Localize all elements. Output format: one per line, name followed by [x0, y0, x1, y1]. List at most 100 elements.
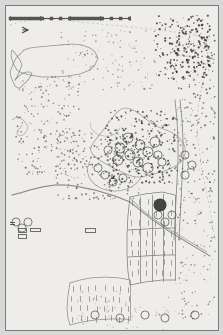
Point [187, 58, 191, 63]
Point [176, 53, 179, 58]
Point [19, 129, 23, 135]
Point [169, 50, 173, 55]
Point [62, 168, 65, 173]
Point [75, 316, 79, 321]
Point [124, 126, 127, 131]
Point [177, 52, 180, 58]
Point [181, 25, 184, 30]
Point [194, 113, 197, 119]
Point [190, 191, 194, 196]
Point [152, 152, 155, 158]
Point [72, 145, 76, 150]
Point [176, 23, 180, 29]
Point [33, 104, 37, 109]
Point [198, 62, 202, 68]
Point [178, 27, 181, 33]
Point [159, 142, 163, 148]
Point [127, 154, 130, 159]
Point [176, 51, 179, 56]
Point [134, 142, 138, 148]
Point [88, 197, 91, 202]
Point [110, 132, 114, 137]
Point [205, 146, 209, 151]
Point [195, 29, 199, 35]
Point [39, 80, 42, 86]
Point [46, 76, 49, 82]
Point [115, 152, 119, 157]
Point [66, 42, 70, 47]
Point [165, 308, 168, 313]
Point [74, 149, 78, 154]
Point [159, 133, 163, 138]
Point [163, 27, 167, 32]
Point [115, 127, 118, 133]
Point [193, 68, 196, 73]
Point [136, 171, 140, 176]
Point [22, 139, 25, 144]
Point [18, 152, 21, 157]
Point [143, 86, 147, 92]
Point [188, 34, 191, 39]
Point [136, 158, 140, 163]
Point [118, 182, 122, 187]
Point [183, 298, 187, 304]
Point [109, 32, 113, 38]
Point [173, 127, 176, 132]
Point [143, 115, 146, 120]
Point [192, 200, 196, 205]
Point [52, 100, 55, 106]
Point [115, 149, 119, 154]
Point [40, 170, 44, 175]
Point [122, 128, 125, 133]
Point [209, 179, 212, 185]
Point [173, 66, 177, 72]
Point [141, 168, 144, 173]
Point [76, 299, 79, 305]
Point [197, 45, 200, 50]
Point [128, 151, 132, 156]
Point [176, 38, 179, 44]
Point [93, 301, 97, 307]
Point [129, 40, 133, 46]
Point [159, 180, 162, 185]
Point [148, 131, 151, 136]
Point [182, 53, 186, 59]
Point [195, 33, 198, 39]
Point [155, 111, 159, 116]
Point [180, 65, 183, 70]
Point [171, 63, 174, 68]
Point [115, 115, 119, 121]
Point [115, 318, 118, 323]
Point [138, 160, 141, 165]
Point [198, 177, 202, 182]
Point [62, 117, 66, 123]
Point [71, 157, 74, 163]
Point [43, 139, 47, 144]
Point [178, 237, 181, 242]
Point [105, 310, 109, 315]
Point [207, 312, 211, 317]
Point [188, 29, 192, 34]
Point [183, 46, 186, 51]
Point [85, 158, 88, 164]
Point [72, 131, 76, 136]
Point [112, 138, 116, 143]
Point [122, 137, 125, 142]
Point [134, 141, 137, 147]
Point [134, 309, 137, 314]
Point [109, 162, 112, 168]
Point [194, 197, 198, 202]
Point [199, 93, 202, 98]
Point [124, 116, 127, 121]
Point [158, 139, 161, 144]
Point [15, 114, 19, 119]
Point [196, 209, 200, 215]
Point [178, 280, 182, 286]
Point [144, 153, 147, 158]
Point [171, 116, 175, 122]
Point [113, 181, 117, 186]
Point [18, 87, 21, 92]
Point [187, 267, 191, 273]
Point [126, 142, 129, 147]
Point [195, 64, 199, 70]
